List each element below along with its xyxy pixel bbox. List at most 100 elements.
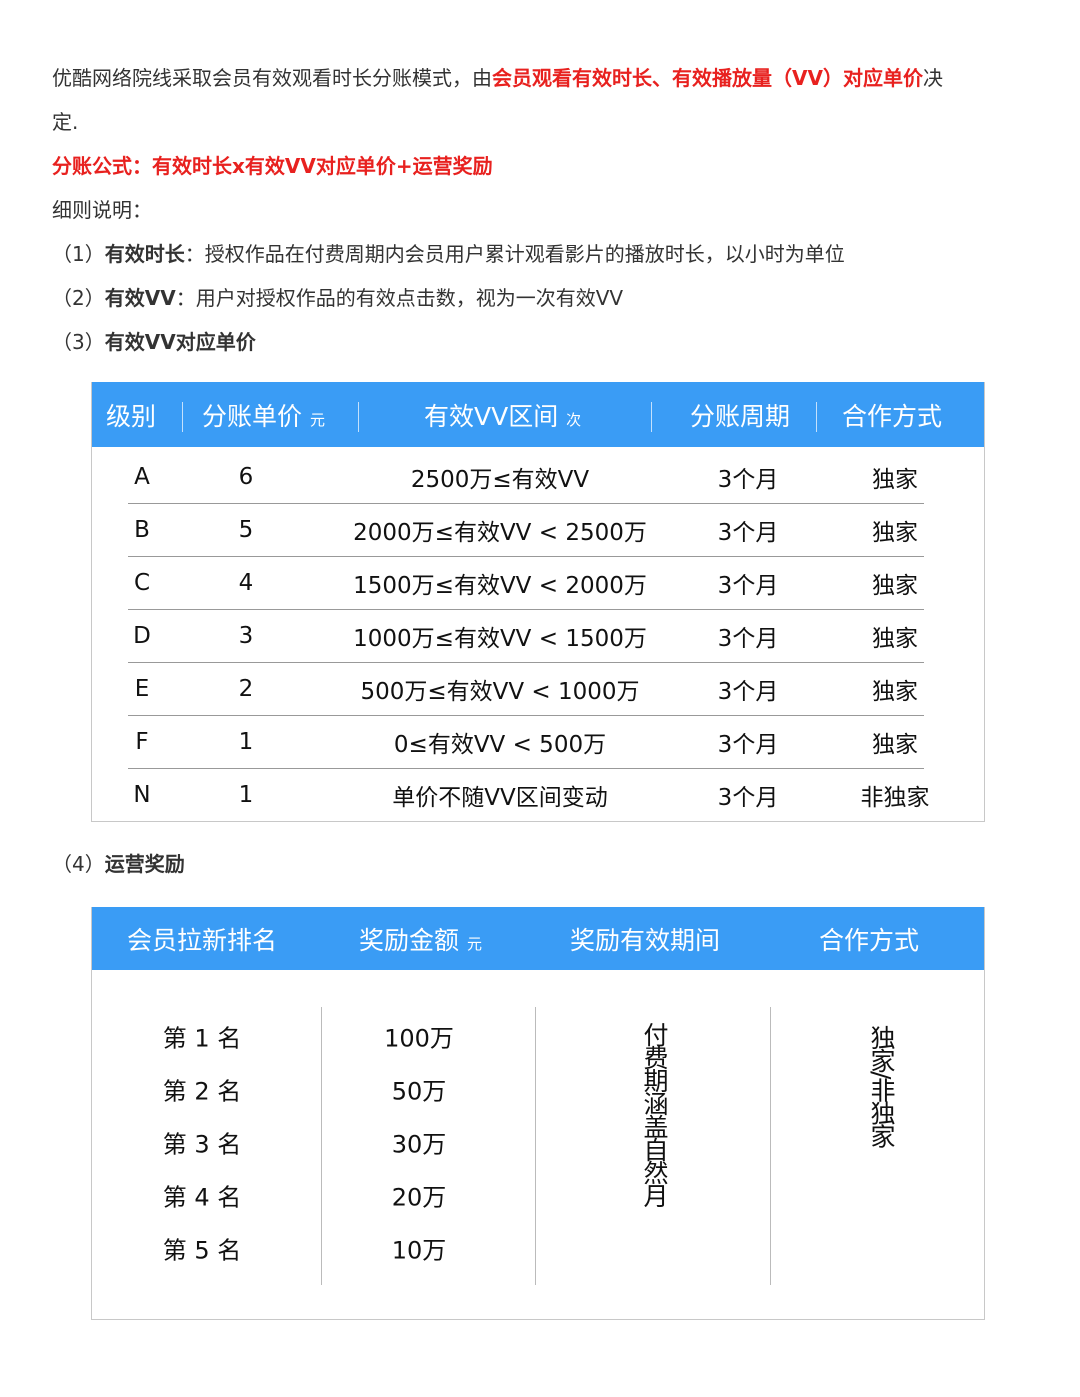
table-row: N 1 单价不随VV区间变动 3个月 非独家 (128, 768, 929, 821)
cell-period: 3个月 (717, 572, 779, 599)
cell-range: 500万≤有效VV < 1000万 (360, 678, 640, 705)
cell-level: C (133, 569, 151, 596)
cell-type: 独家 (872, 466, 918, 493)
header-amount-unit: 元 (466, 934, 482, 953)
header-type: 合作方式 (819, 925, 920, 955)
cell-type: 独家 (872, 519, 918, 546)
item-number: （4） (52, 852, 105, 876)
item-term: 有效VV对应单价 (104, 330, 256, 354)
bonus-table: 会员拉新排名 奖励金额 元 奖励有效期间 合作方式 第 1 名 100万第 2 名… (91, 907, 985, 1320)
intro-highlight: 会员观看有效时长、有效播放量（VV）对应单价 (492, 66, 923, 90)
cell-range: 1000万≤有效VV < 1500万 (353, 625, 647, 652)
table-row: C 4 1500万≤有效VV < 2000万 3个月 独家 (128, 556, 924, 610)
header-rank: 会员拉新排名 (127, 925, 278, 955)
bonus-period: 付费期涵盖自然月 (640, 1022, 669, 1206)
intro-text: 优酷网络院线采取会员有效观看时长分账模式，由 (52, 66, 492, 90)
cell-period: 3个月 (717, 731, 779, 758)
header-divider (358, 402, 359, 432)
cell-period: 3个月 (717, 625, 779, 652)
header-amount: 奖励金额 元 (359, 921, 482, 957)
intro-text-wrap: 定. (52, 110, 79, 134)
item-number: （1） (52, 242, 105, 266)
item-3: （3）有效VV对应单价 (52, 330, 256, 354)
cell-type: 非独家 (860, 784, 930, 811)
intro-text-end: 决 (922, 66, 943, 90)
cell-period: 3个月 (717, 678, 779, 705)
header-type: 合作方式 (842, 401, 943, 431)
bonus-amount: 50万 (391, 1077, 447, 1106)
item-term: 有效时长 (104, 242, 185, 266)
header-period: 分账周期 (690, 401, 791, 431)
cell-type: 独家 (872, 625, 918, 652)
cell-level: N (133, 781, 151, 808)
column-divider (770, 1007, 771, 1285)
header-price-unit: 元 (309, 410, 325, 429)
cell-price: 1 (238, 728, 254, 755)
bonus-amount: 10万 (391, 1236, 447, 1265)
rank-label: 第 5 名 (162, 1236, 242, 1265)
column-divider (535, 1007, 536, 1285)
item-desc: ：用户对授权作品的有效点击数，视为一次有效VV (175, 286, 624, 310)
cell-range: 1500万≤有效VV < 2000万 (353, 572, 647, 599)
cell-type: 独家 (872, 572, 918, 599)
cell-price: 3 (238, 622, 254, 649)
table-header: 会员拉新排名 奖励金额 元 奖励有效期间 合作方式 (92, 907, 984, 970)
cell-type: 独家 (872, 731, 918, 758)
cell-level: D (133, 622, 151, 649)
cell-level: E (134, 675, 150, 702)
cell-price: 4 (238, 569, 254, 596)
cell-price: 5 (238, 516, 254, 543)
cell-period: 3个月 (717, 784, 779, 811)
table-row: E 2 500万≤有效VV < 1000万 3个月 独家 (128, 662, 924, 716)
cell-level: B (134, 516, 150, 543)
header-price-label: 分账单价 (202, 401, 303, 431)
header-period: 奖励有效期间 (570, 925, 721, 955)
table-row: A 6 2500万≤有效VV 3个月 独家 (128, 450, 924, 504)
table-row: F 1 0≤有效VV < 500万 3个月 独家 (128, 715, 924, 769)
item-term: 有效VV (104, 286, 176, 310)
column-divider (321, 1007, 322, 1285)
intro-paragraph: 优酷网络院线采取会员有效观看时长分账模式，由会员观看有效时长、有效播放量（VV）… (52, 66, 943, 90)
item-1: （1）有效时长：授权作品在付费周期内会员用户累计观看影片的播放时长，以小时为单位 (52, 242, 845, 266)
header-range-unit: 次 (566, 410, 582, 429)
formula: 分账公式：有效时长x有效VV对应单价+运营奖励 (52, 154, 493, 178)
item-4: （4）运营奖励 (52, 852, 185, 876)
cell-price: 1 (238, 781, 254, 808)
item-term: 运营奖励 (104, 852, 185, 876)
cell-type: 独家 (872, 678, 918, 705)
header-range-label: 有效VV区间 (424, 401, 559, 431)
cell-period: 3个月 (717, 466, 779, 493)
details-label: 细则说明： (52, 198, 152, 222)
header-level: 级别 (106, 401, 157, 431)
cell-range: 2000万≤有效VV < 2500万 (353, 519, 647, 546)
unit-price-table: 级别 分账单价 元 有效VV区间 次 分账周期 合作方式 A 6 2500万≤有效V… (91, 382, 985, 822)
cell-range: 0≤有效VV < 500万 (393, 731, 607, 758)
item-2: （2）有效VV：用户对授权作品的有效点击数，视为一次有效VV (52, 286, 623, 310)
header-divider (651, 402, 652, 432)
header-divider (182, 402, 183, 432)
item-number: （3） (52, 330, 105, 354)
cell-period: 3个月 (717, 519, 779, 546)
bonus-amount: 100万 (384, 1024, 454, 1053)
bonus-amount: 20万 (391, 1183, 447, 1212)
item-desc: ：授权作品在付费周期内会员用户累计观看影片的播放时长，以小时为单位 (184, 242, 845, 266)
cell-price: 2 (238, 675, 254, 702)
bonus-amount: 30万 (391, 1130, 447, 1159)
header-divider (816, 402, 817, 432)
cell-level: F (135, 728, 149, 755)
header-amount-label: 奖励金额 (359, 925, 460, 955)
item-number: （2） (52, 286, 105, 310)
table-header: 级别 分账单价 元 有效VV区间 次 分账周期 合作方式 (92, 382, 984, 447)
header-range: 有效VV区间 次 (424, 397, 581, 433)
rank-label: 第 2 名 (162, 1077, 242, 1106)
rank-label: 第 4 名 (162, 1183, 242, 1212)
cell-price: 6 (238, 463, 254, 490)
cell-range: 2500万≤有效VV (410, 466, 590, 493)
table-row: D 3 1000万≤有效VV < 1500万 3个月 独家 (128, 609, 924, 663)
rank-label: 第 3 名 (162, 1130, 242, 1159)
cell-range: 单价不随VV区间变动 (392, 784, 608, 811)
header-price: 分账单价 元 (202, 397, 325, 433)
table-row: B 5 2000万≤有效VV < 2500万 3个月 独家 (128, 503, 924, 557)
rank-label: 第 1 名 (162, 1024, 242, 1053)
bonus-type: 独家/非独家 (867, 1025, 896, 1147)
